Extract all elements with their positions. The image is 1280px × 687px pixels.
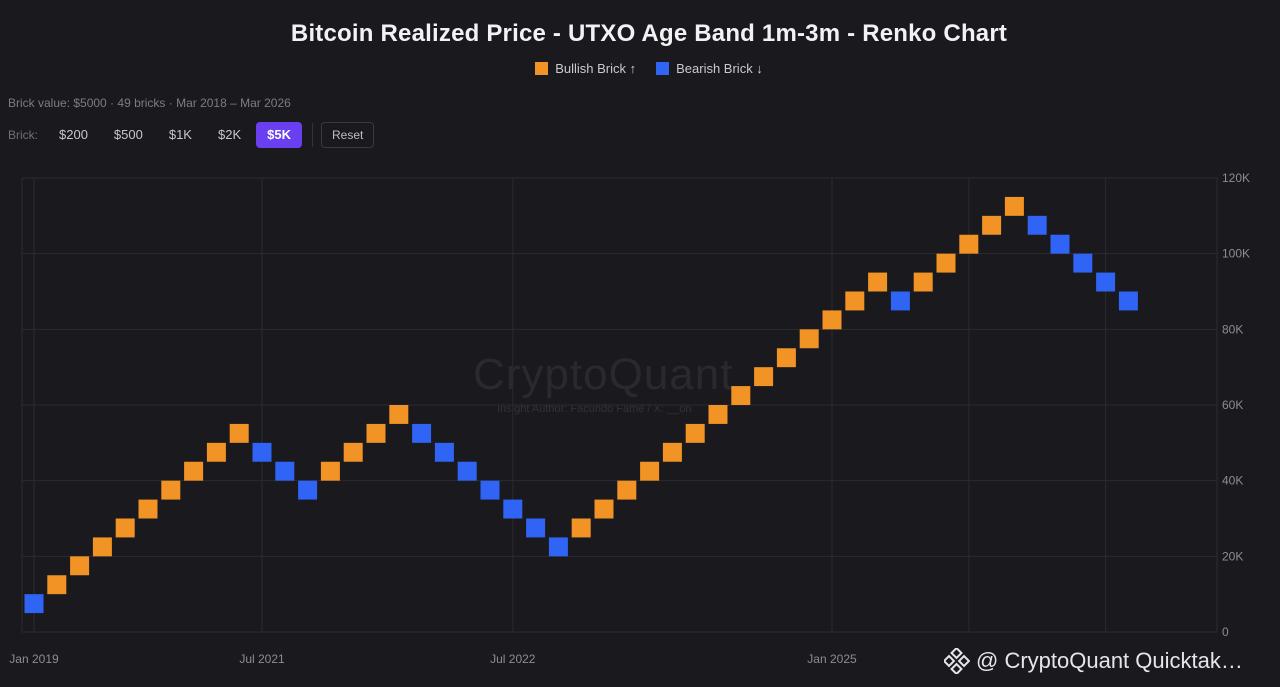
brick-info: Brick value: $5000 · 49 bricks · Mar 201… [8, 96, 291, 110]
bullish-brick [184, 461, 204, 481]
y-tick-label: 120K [1222, 171, 1250, 185]
bullish-brick [708, 405, 728, 424]
legend-bearish[interactable]: Bearish Brick ↓ [656, 61, 763, 76]
bullish-brick [138, 499, 158, 519]
bearish-brick [1050, 234, 1070, 254]
footer-brand-text: @ CryptoQuant Quicktak… [976, 648, 1243, 673]
brick-size-label: Brick: [8, 128, 38, 142]
bearish-brick [526, 518, 546, 538]
bearish-brick [434, 442, 454, 462]
bullish-brick [47, 575, 67, 595]
brick-200-button[interactable]: $200 [59, 127, 88, 142]
x-tick-label: Jul 2021 [239, 652, 285, 666]
brick-5k-button[interactable]: $5K [256, 122, 302, 148]
bullish-brick [343, 442, 363, 462]
bearish-brick [412, 423, 432, 443]
bearish-brick [275, 461, 295, 481]
bearish-brick [890, 291, 910, 311]
bullish-brick [229, 423, 249, 443]
bearish-brick [24, 594, 44, 614]
y-tick-label: 100K [1222, 247, 1250, 261]
bullish-brick [161, 480, 181, 500]
x-tick-label: Jan 2025 [807, 652, 857, 666]
brick-500-button[interactable]: $500 [113, 127, 143, 142]
bearish-brick [548, 537, 568, 557]
x-axis: Jan 2019 Jul 2021 Jul 2022 Jan 2025 [9, 652, 857, 666]
bullish-brick [822, 310, 842, 330]
bullish-brick [685, 423, 705, 443]
bullish-brick [366, 423, 386, 443]
bullish-brick [115, 518, 135, 538]
bullish-brick [640, 461, 660, 481]
watermark-brand: CryptoQuant [473, 350, 734, 399]
legend-bullish[interactable]: Bullish Brick ↑ [535, 61, 636, 76]
chart-legend: Bullish Brick ↑ Bearish Brick ↓ [0, 61, 1280, 76]
bullish-brick [913, 272, 933, 292]
bullish-brick [389, 405, 409, 424]
controls-divider [311, 123, 313, 147]
legend-bearish-label: Bearish Brick ↓ [676, 61, 763, 76]
bullish-brick [70, 556, 90, 576]
brick-size-controls: Brick: $200 $500 $1K $2K $5K Reset [8, 122, 375, 148]
footer-brand: @ CryptoQuant Quicktak… [944, 648, 1243, 674]
bullish-brick [320, 461, 340, 481]
watermark-author: Insight Author: Facundo Famé / X: __on [497, 403, 692, 415]
bricks [24, 196, 1138, 614]
bullish-brick [799, 329, 819, 349]
bullish-brick [1004, 196, 1024, 216]
bullish-brick [845, 291, 865, 311]
y-axis: 0 20K 40K 60K 80K 100K 120K [1222, 171, 1250, 639]
grid-lines [22, 177, 1217, 633]
y-tick-label: 80K [1222, 322, 1243, 336]
y-tick-label: 0 [1222, 625, 1229, 639]
brick-2k-button[interactable]: $2K [217, 127, 242, 142]
bullish-brick [206, 442, 226, 462]
chart-title: Bitcoin Realized Price - UTXO Age Band 1… [290, 20, 1008, 47]
bearish-brick [457, 461, 477, 481]
y-tick-label: 40K [1222, 474, 1243, 488]
legend-bullish-swatch [535, 62, 549, 75]
bullish-brick [662, 442, 682, 462]
legend-bullish-label: Bullish Brick ↑ [555, 61, 637, 76]
y-tick-label: 20K [1222, 549, 1243, 563]
reset-button[interactable]: Reset [320, 122, 375, 148]
bullish-brick [868, 272, 888, 292]
binance-icon [944, 648, 970, 674]
bullish-brick [982, 215, 1002, 235]
bearish-brick [1027, 215, 1047, 235]
bullish-brick [92, 537, 112, 557]
legend-bearish-swatch [656, 62, 670, 75]
bullish-brick [594, 499, 614, 519]
y-tick-label: 60K [1222, 398, 1243, 412]
bearish-brick [1118, 291, 1138, 311]
x-tick-label: Jan 2019 [9, 652, 59, 666]
bearish-brick [298, 480, 318, 500]
bullish-brick [936, 253, 956, 273]
bullish-brick [571, 518, 591, 538]
bullish-brick [731, 386, 751, 405]
bearish-brick [1096, 272, 1116, 292]
bullish-brick [959, 234, 979, 254]
bearish-brick [503, 499, 523, 519]
brick-1k-button[interactable]: $1K [168, 127, 192, 142]
bearish-brick [480, 480, 500, 500]
bullish-brick [617, 480, 637, 500]
bullish-brick [754, 367, 774, 387]
bullish-brick [776, 348, 796, 368]
x-tick-label: Jul 2022 [490, 652, 536, 666]
bearish-brick [1073, 253, 1093, 273]
bearish-brick [252, 442, 272, 462]
